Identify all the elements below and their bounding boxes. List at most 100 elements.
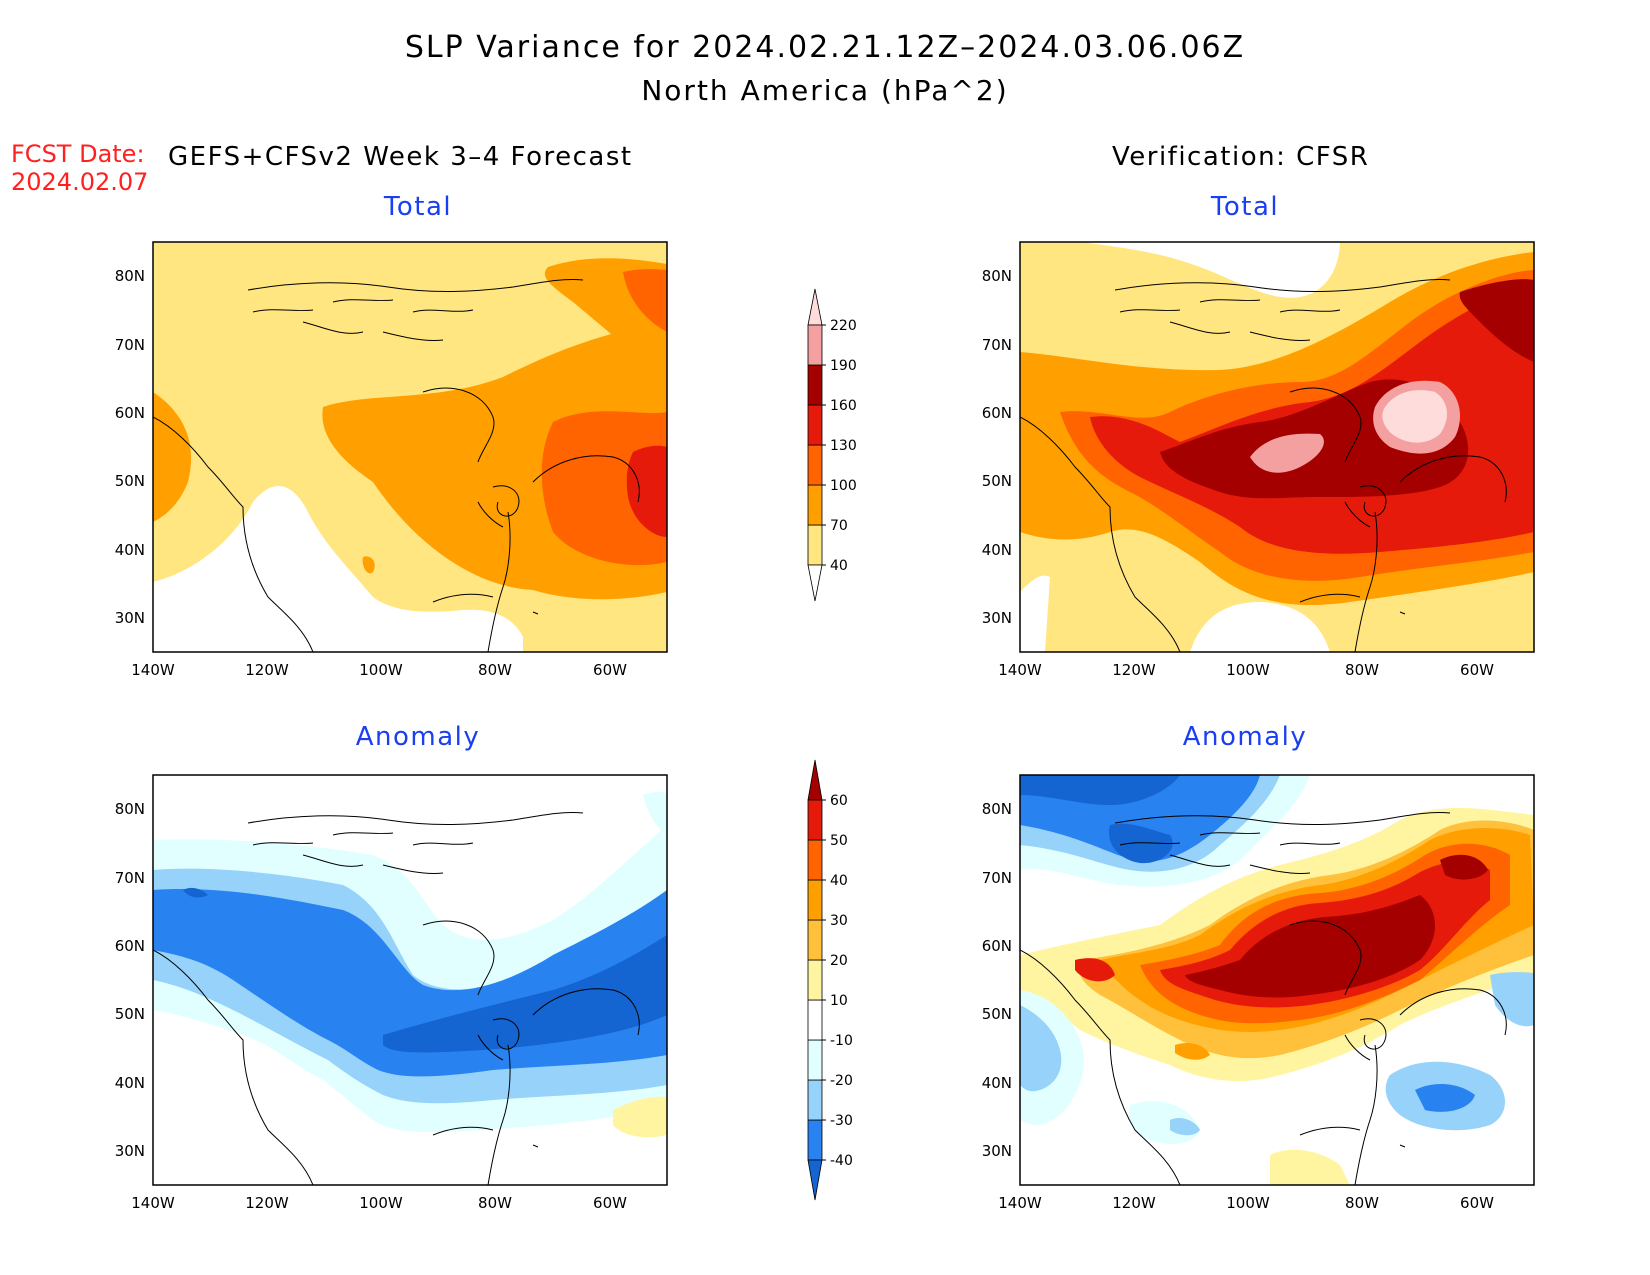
lon-tick-label: 100W: [1226, 661, 1270, 679]
lat-tick-label: 40N: [982, 541, 1012, 559]
verification-column-title: Verification: CFSR: [1112, 142, 1370, 172]
colorbar-label: 40: [830, 558, 848, 574]
forecast-anomaly-fill: [153, 775, 667, 1185]
forecast-anomaly-lat-axis: 80N 70N 60N 50N 40N 30N: [115, 800, 145, 1160]
colorbar-label: 190: [830, 358, 857, 374]
verification-total-frame: [1019, 241, 1535, 653]
forecast-total-lon-axis: 140W 120W 100W 80W 60W: [131, 661, 627, 679]
verification-anomaly-frame: [1019, 774, 1535, 1186]
colorbar-swatch: [807, 444, 823, 486]
colorbar-swatch: [807, 879, 823, 921]
lat-tick-label: 60N: [115, 404, 145, 422]
forecast-anomaly-map: 80N 70N 60N 50N 40N 30N 140W 120W 100W 8…: [115, 774, 668, 1212]
lon-tick-label: 60W: [593, 1194, 627, 1212]
lat-tick-label: 40N: [115, 1074, 145, 1092]
colorbar-label: 50: [830, 833, 848, 849]
colorbar-swatch: [807, 839, 823, 881]
lat-tick-label: 50N: [115, 1005, 145, 1023]
fcst-date-label: FCST Date:: [11, 140, 145, 168]
lon-tick-label: 60W: [1460, 1194, 1494, 1212]
colorbar-label: -10: [830, 1033, 853, 1049]
verification-total-coastlines: [1020, 279, 1507, 652]
lat-tick-label: 30N: [115, 609, 145, 627]
lon-tick-label: 100W: [1226, 1194, 1270, 1212]
colorbar-swatch: [807, 324, 823, 366]
lon-tick-label: 100W: [359, 1194, 403, 1212]
lat-tick-label: 50N: [982, 472, 1012, 490]
colorbar-swatch: [807, 959, 823, 1001]
colorbar-label: 100: [830, 478, 857, 494]
lon-tick-label: 80W: [478, 1194, 512, 1212]
colorbar-label: 130: [830, 438, 857, 454]
verification-total-fill: [1020, 242, 1534, 652]
forecast-anomaly-coastlines: [153, 812, 640, 1185]
verification-anomaly-title: Anomaly: [1182, 722, 1308, 752]
lat-tick-label: 80N: [982, 800, 1012, 818]
forecast-total-lat-axis: 80N 70N 60N 50N 40N 30N: [115, 267, 145, 627]
forecast-total-frame: [152, 241, 668, 653]
verification-total-lat-axis: 80N 70N 60N 50N 40N 30N: [982, 267, 1012, 627]
anomaly-colorbar: -40 -30 -20 -10 10 20 30 40 50 60: [807, 759, 853, 1201]
fcst-date-value: 2024.02.07: [11, 168, 149, 196]
colorbar-label: 220: [830, 318, 857, 334]
lon-tick-label: 60W: [1460, 661, 1494, 679]
colorbar-swatch: [807, 919, 823, 961]
verification-anomaly-lon-axis: 140W 120W 100W 80W 60W: [998, 1194, 1494, 1212]
colorbar-swatch: [807, 484, 823, 526]
lon-tick-label: 120W: [1112, 1194, 1156, 1212]
lon-tick-label: 60W: [593, 661, 627, 679]
lon-tick-label: 120W: [245, 661, 289, 679]
colorbar-swatch: [807, 404, 823, 446]
lon-tick-label: 140W: [998, 661, 1042, 679]
colorbar-label: -40: [830, 1153, 853, 1169]
forecast-total-map: 80N 70N 60N 50N 40N 30N 140W 120W 100W 8…: [115, 241, 668, 679]
lon-tick-label: 100W: [359, 661, 403, 679]
lat-tick-label: 70N: [115, 869, 145, 887]
main-title: SLP Variance for 2024.02.21.12Z–2024.03.…: [404, 30, 1246, 65]
lat-tick-label: 40N: [115, 541, 145, 559]
verification-total-lon-axis: 140W 120W 100W 80W 60W: [998, 661, 1494, 679]
lat-tick-label: 50N: [982, 1005, 1012, 1023]
lon-tick-label: 80W: [1345, 661, 1379, 679]
total-colorbar: 40 70 100 130 160 190 220: [807, 288, 857, 602]
lon-tick-label: 140W: [998, 1194, 1042, 1212]
forecast-total-title: Total: [383, 192, 453, 222]
colorbar-swatch: [807, 799, 823, 841]
lat-tick-label: 50N: [115, 472, 145, 490]
forecast-anomaly-frame: [152, 774, 668, 1186]
forecast-total-fill: [153, 242, 667, 652]
colorbar-swatch: [807, 999, 823, 1041]
verification-anomaly-coastlines: [1020, 812, 1507, 1185]
lat-tick-label: 40N: [982, 1074, 1012, 1092]
verification-anomaly-fill: [1020, 775, 1534, 1185]
colorbar-swatch: [807, 524, 823, 566]
lat-tick-label: 60N: [982, 404, 1012, 422]
lat-tick-label: 30N: [982, 1142, 1012, 1160]
colorbar-label: 20: [830, 953, 848, 969]
colorbar-swatch: [807, 364, 823, 406]
lon-tick-label: 140W: [131, 661, 175, 679]
verification-total-map: 80N 70N 60N 50N 40N 30N 140W 120W 100W 8…: [982, 241, 1535, 679]
colorbar-swatch: [807, 1039, 823, 1081]
lon-tick-label: 120W: [245, 1194, 289, 1212]
lon-tick-label: 120W: [1112, 661, 1156, 679]
lat-tick-label: 30N: [982, 609, 1012, 627]
forecast-anomaly-title: Anomaly: [355, 722, 481, 752]
colorbar-bottom-arrow: [807, 1159, 823, 1201]
colorbar-label: 70: [830, 518, 848, 534]
lat-tick-label: 60N: [982, 937, 1012, 955]
colorbar-label: 60: [830, 793, 848, 809]
verification-total-title: Total: [1210, 192, 1280, 222]
lon-tick-label: 80W: [1345, 1194, 1379, 1212]
colorbar-bottom-arrow: [807, 564, 823, 602]
lat-tick-label: 60N: [115, 937, 145, 955]
lon-tick-label: 140W: [131, 1194, 175, 1212]
forecast-column-title: GEFS+CFSv2 Week 3–4 Forecast: [168, 142, 633, 172]
lat-tick-label: 80N: [115, 800, 145, 818]
lat-tick-label: 80N: [115, 267, 145, 285]
colorbar-label: 10: [830, 993, 848, 1009]
lat-tick-label: 70N: [115, 336, 145, 354]
lat-tick-label: 80N: [982, 267, 1012, 285]
colorbar-label: 30: [830, 913, 848, 929]
colorbar-label: -20: [830, 1073, 853, 1089]
